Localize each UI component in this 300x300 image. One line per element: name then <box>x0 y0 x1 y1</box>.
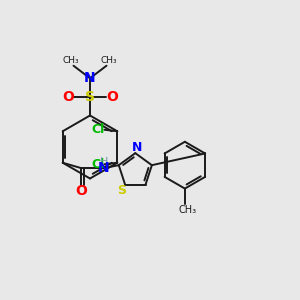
Text: N: N <box>132 141 142 154</box>
Text: O: O <box>75 184 87 198</box>
Text: S: S <box>85 90 95 104</box>
Text: S: S <box>118 184 127 196</box>
Text: O: O <box>62 90 74 104</box>
Text: Cl: Cl <box>91 123 104 136</box>
Text: O: O <box>106 90 118 104</box>
Text: Cl: Cl <box>91 158 104 171</box>
Text: CH₃: CH₃ <box>63 56 80 65</box>
Text: N: N <box>84 71 96 85</box>
Text: CH₃: CH₃ <box>100 56 117 65</box>
Text: H: H <box>100 157 108 166</box>
Text: N: N <box>98 161 110 175</box>
Text: CH₃: CH₃ <box>179 205 197 214</box>
